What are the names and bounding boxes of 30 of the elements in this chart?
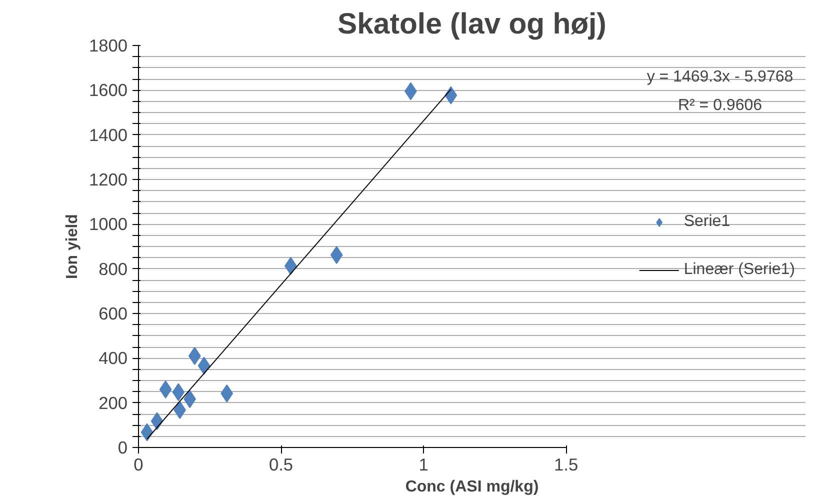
x-tick-label: 0 — [134, 454, 144, 474]
y-tick-label: 200 — [98, 392, 128, 413]
point — [140, 423, 154, 442]
point — [220, 384, 234, 402]
y-tick-label: 1400 — [88, 124, 128, 145]
x-tick-label: 0.5 — [268, 454, 294, 474]
y-tick-label: 600 — [98, 304, 128, 324]
y-tick-label: 1600 — [88, 80, 128, 100]
point — [188, 346, 201, 365]
y-axis-title: Ion yield — [64, 214, 81, 279]
y-tick-label: 1800 — [88, 36, 128, 56]
point — [444, 86, 458, 104]
y-tick-label: 0 — [118, 438, 128, 458]
y-tick-label: 1000 — [88, 214, 128, 234]
point — [330, 246, 343, 264]
text: R² = 0.9606 — [678, 96, 762, 114]
point — [159, 380, 172, 398]
text: y = 1469.3x - 5.9768 — [646, 68, 794, 86]
chart-title: Skatole (lav og høj) — [338, 8, 606, 40]
y-tick-label: 800 — [98, 258, 128, 279]
x-tick-label: 1.5 — [554, 454, 578, 474]
y-tick-label: 1200 — [88, 170, 128, 190]
legend-label: Serie1 — [684, 213, 730, 231]
point — [198, 356, 210, 375]
legend-label: Lineær (Serie1) — [684, 261, 795, 279]
x-axis-title: Conc (ASI mg/kg) — [405, 478, 539, 496]
point — [172, 383, 185, 402]
x-tick-label: 1 — [418, 454, 428, 474]
y-tick-label: 400 — [98, 348, 128, 368]
point — [150, 412, 164, 430]
